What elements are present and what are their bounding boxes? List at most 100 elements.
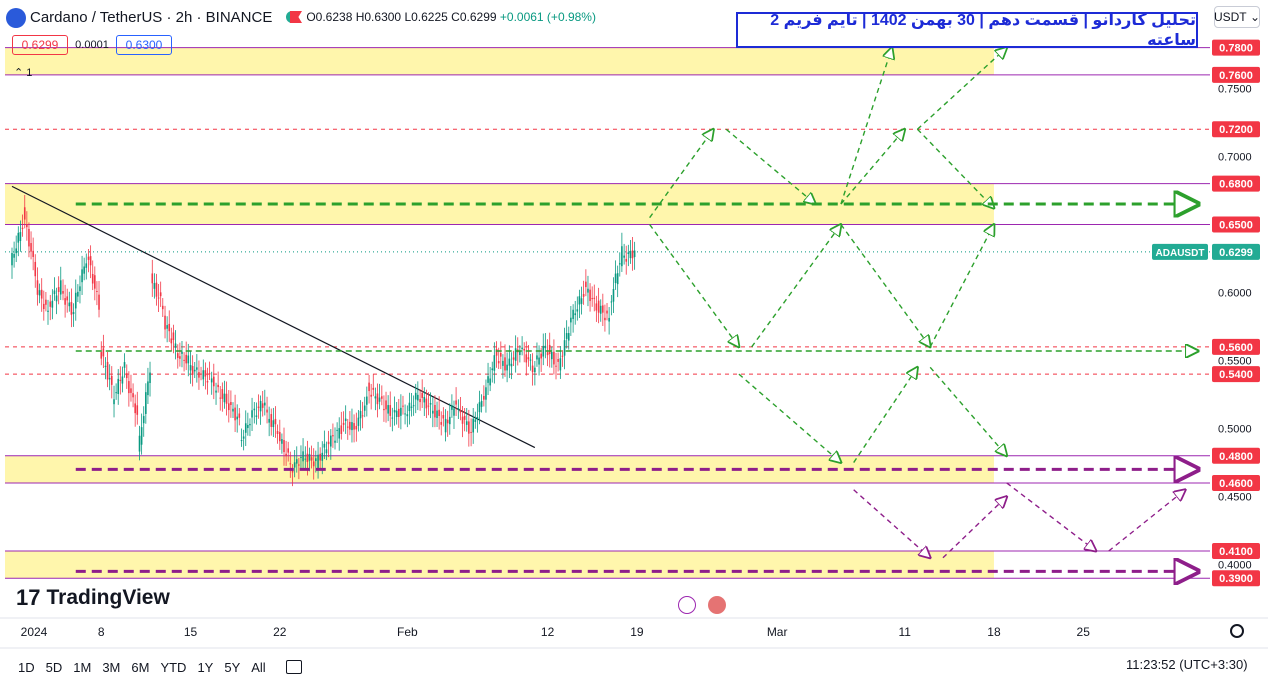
candle-body xyxy=(68,302,71,307)
candle-body xyxy=(170,338,173,344)
candle-body xyxy=(96,290,98,292)
timeframe-6m[interactable]: 6M xyxy=(131,659,150,675)
candle-body xyxy=(468,421,470,434)
buy-price-button[interactable]: 0.6300 xyxy=(116,35,172,55)
candle-body xyxy=(406,414,409,417)
candle-body xyxy=(57,287,60,292)
candle-body xyxy=(191,365,194,375)
currency-selector[interactable]: USDT ⌄ xyxy=(1214,6,1260,28)
candle-body xyxy=(317,454,319,468)
level-tag-2 xyxy=(1212,121,1260,138)
candle-body xyxy=(534,367,536,373)
candle-body xyxy=(476,417,479,420)
timeframe-5d[interactable]: 5D xyxy=(45,659,63,675)
projection-path-1 xyxy=(725,128,815,204)
timeframe-1d[interactable]: 1D xyxy=(18,659,35,675)
candle-body xyxy=(19,232,22,241)
candle-body xyxy=(451,404,453,410)
candle-body xyxy=(196,367,198,370)
price-axis[interactable]: 0.4000 0.4500 0.5000 0.5500 0.6000 0.6500 0.70… xyxy=(1152,0,1268,650)
candle-body xyxy=(351,422,353,431)
candle-body xyxy=(51,300,54,308)
candle-body xyxy=(346,426,349,428)
candle-body xyxy=(527,357,530,360)
candle-body xyxy=(553,351,555,365)
candle-body xyxy=(204,370,207,377)
timeframe-ytd[interactable]: YTD xyxy=(160,659,187,675)
candle-body xyxy=(249,423,251,426)
candle-body xyxy=(500,352,502,357)
timeframe-1m[interactable]: 1M xyxy=(73,659,92,675)
candle-body xyxy=(232,408,234,412)
timeframe-bar: 1D 5D 1M 3M 6M YTD 1Y 5Y All xyxy=(0,652,1268,682)
candle-body xyxy=(544,345,547,349)
candle-body xyxy=(597,300,600,313)
candle-body xyxy=(40,289,43,299)
candle-body xyxy=(589,289,591,302)
candle-body xyxy=(323,443,326,448)
candle-body xyxy=(578,296,581,305)
symbol-tag xyxy=(1152,243,1208,260)
price-tick-label: 0.4000 xyxy=(1218,560,1252,572)
candle-body xyxy=(217,384,219,388)
flag-icon[interactable] xyxy=(290,11,302,23)
trendline xyxy=(11,185,536,449)
candle-body xyxy=(555,365,557,367)
candles-layer xyxy=(11,194,636,487)
calendar-range-icon[interactable] xyxy=(285,660,302,674)
candle-body xyxy=(344,418,347,421)
sell-price-button[interactable]: 0.6299 xyxy=(12,35,68,55)
timeframe-1y[interactable]: 1Y xyxy=(197,659,214,675)
timeframe-all[interactable]: All xyxy=(251,659,266,675)
candle-body xyxy=(608,317,610,322)
level-tag-label: 0.7200 xyxy=(1219,124,1253,136)
candle-body xyxy=(493,355,496,371)
candle-body xyxy=(181,351,183,354)
candle-body xyxy=(389,405,392,416)
candle-body xyxy=(108,377,111,380)
candle-body xyxy=(85,263,88,268)
lightning-event-icon[interactable] xyxy=(678,596,696,614)
candle-body xyxy=(253,408,256,411)
settings-gear-icon[interactable] xyxy=(1230,624,1244,638)
candle-body xyxy=(408,402,411,412)
candle-body xyxy=(81,269,83,283)
candle-body xyxy=(166,325,168,329)
candle-body xyxy=(295,459,298,464)
time-axis[interactable]: 2024 8 15 22 Feb 12 19 Mar 11 18 25 xyxy=(0,617,1268,649)
legend-bar: Cardano / TetherUS · 2h · BINANCE O0.623… xyxy=(0,0,596,34)
candle-body xyxy=(219,397,222,399)
indicator-layer-toggle[interactable]: ⌃ 1 xyxy=(14,67,33,79)
candle-body xyxy=(525,354,528,363)
candle-body xyxy=(151,273,154,284)
candle-body xyxy=(302,451,304,462)
candle-body xyxy=(115,392,117,394)
last-price-label: 0.6299 xyxy=(1219,247,1253,259)
candle-body xyxy=(572,309,574,320)
candle-body xyxy=(38,290,41,296)
clock-display[interactable]: 11:23:52 (UTC+3:30) xyxy=(1126,657,1248,672)
ohlc-values: O0.6238 H0.6300 L0.6225 C0.6299 +0.0061 … xyxy=(306,10,596,24)
us-flag-event-icon[interactable] xyxy=(708,596,726,614)
time-tick-label: 8 xyxy=(98,625,105,639)
candle-body xyxy=(234,407,236,421)
candle-body xyxy=(542,345,545,357)
candle-body xyxy=(30,243,32,252)
candle-body xyxy=(21,227,24,230)
symbol-title[interactable]: Cardano / TetherUS · 2h · BINANCE xyxy=(30,8,273,26)
candle-body xyxy=(421,392,423,398)
candle-body xyxy=(436,410,438,419)
candle-body xyxy=(285,453,287,457)
candle-body xyxy=(268,418,270,423)
candle-body xyxy=(236,416,238,420)
candle-body xyxy=(417,394,419,401)
timeframe-3m[interactable]: 3M xyxy=(102,659,121,675)
candle-body xyxy=(11,253,13,266)
candle-body xyxy=(623,255,625,258)
timeframe-5y[interactable]: 5Y xyxy=(224,659,241,675)
candle-body xyxy=(215,390,217,393)
level-tag-label: 0.5600 xyxy=(1219,342,1253,354)
candle-body xyxy=(567,333,570,341)
candle-body xyxy=(385,400,387,410)
